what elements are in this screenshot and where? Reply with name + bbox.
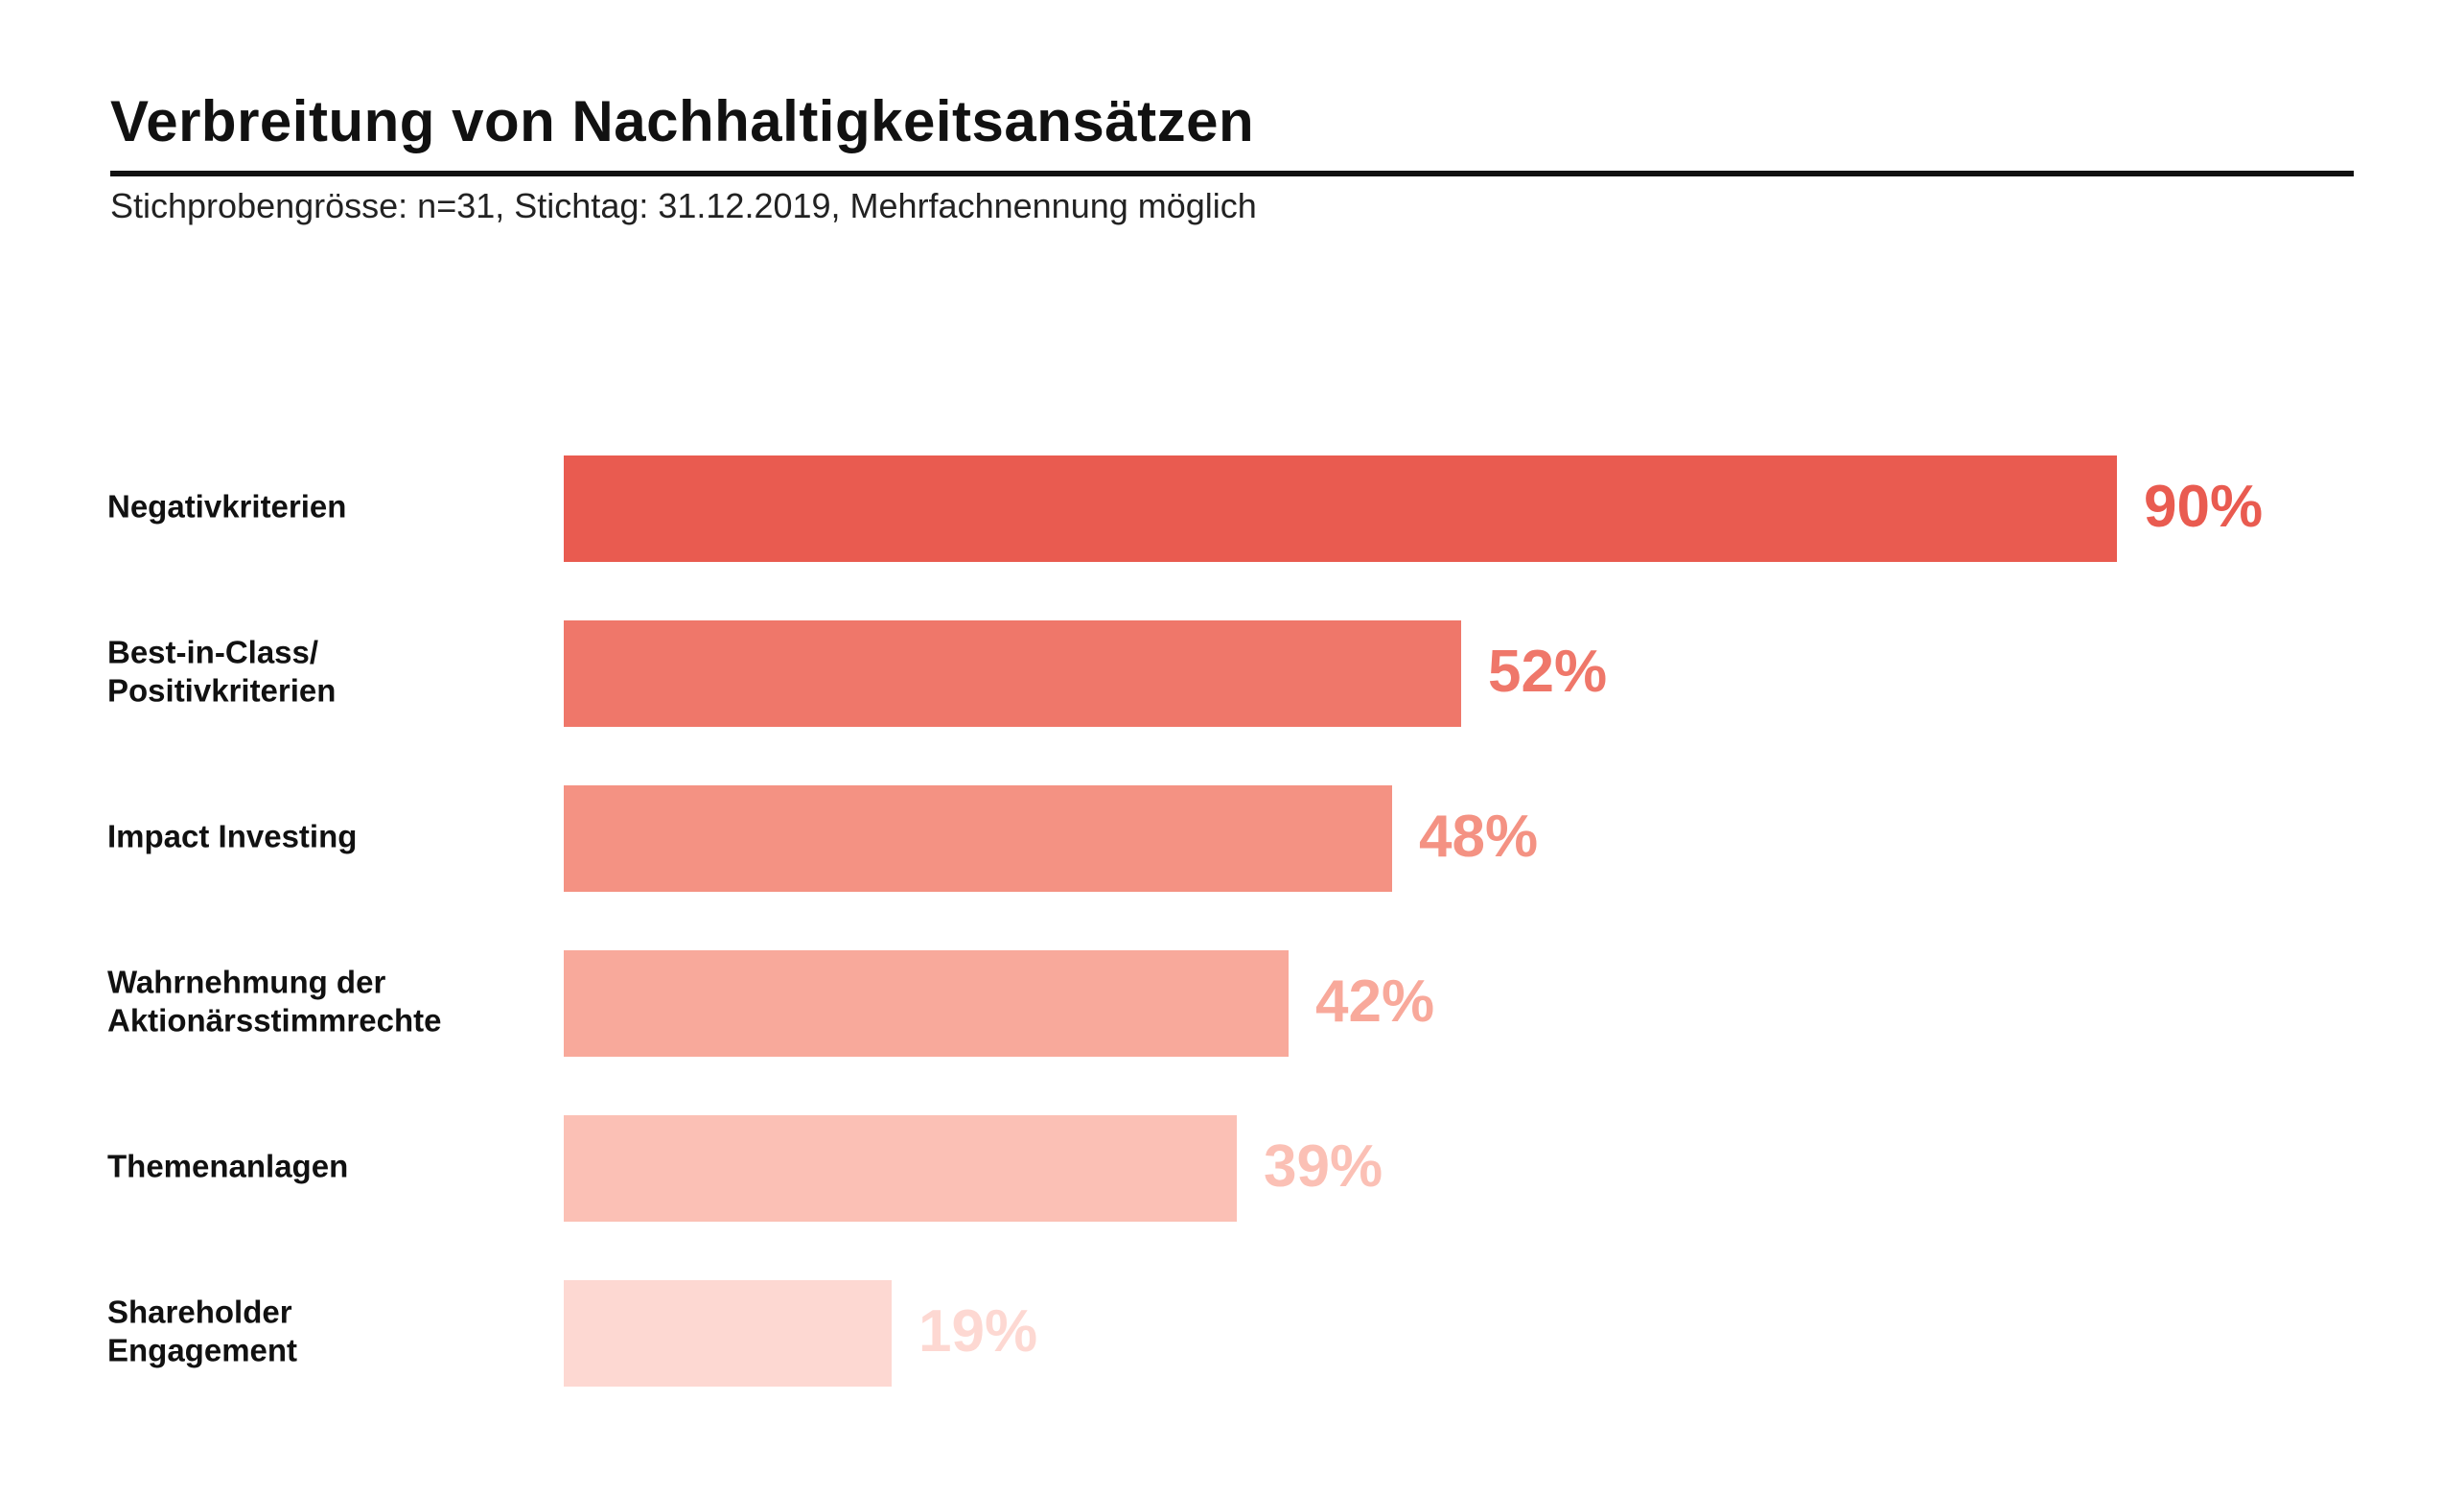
value-label: 39%	[1264, 1133, 1383, 1200]
bar	[564, 1280, 892, 1387]
value-label: 48%	[1419, 804, 1538, 870]
bar	[564, 1115, 1237, 1222]
chart-subtitle: Stichprobengrösse: n=31, Stichtag: 31.12…	[110, 186, 1257, 225]
category-label: Themenanlagen	[107, 1148, 348, 1183]
bar	[564, 950, 1289, 1057]
category-label: Wahrnehmung der Aktionärsstimmrechte	[107, 964, 441, 1038]
value-label: 19%	[918, 1298, 1037, 1365]
value-label: 42%	[1315, 969, 1434, 1035]
bar	[564, 455, 2117, 562]
chart-title: Verbreitung von Nachhaltigkeitsansätzen	[110, 89, 1255, 153]
category-label: Shareholder Engagement	[107, 1294, 297, 1367]
bar	[564, 620, 1461, 727]
title-rule	[110, 171, 2354, 176]
category-label: Negativkriterien	[107, 488, 346, 524]
category-label: Impact Investing	[107, 818, 357, 853]
category-label: Best-in-Class/Positivkriterien	[107, 634, 336, 708]
value-label: 52%	[1488, 639, 1607, 705]
bar	[564, 785, 1392, 892]
value-label: 90%	[2144, 474, 2263, 540]
